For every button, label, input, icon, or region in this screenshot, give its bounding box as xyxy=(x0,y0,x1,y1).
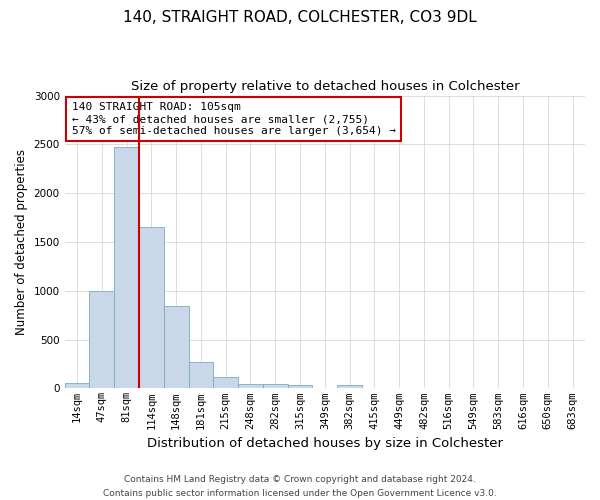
Text: 140, STRAIGHT ROAD, COLCHESTER, CO3 9DL: 140, STRAIGHT ROAD, COLCHESTER, CO3 9DL xyxy=(123,10,477,25)
Bar xyxy=(65,383,89,388)
Title: Size of property relative to detached houses in Colchester: Size of property relative to detached ho… xyxy=(131,80,519,93)
Bar xyxy=(214,376,238,388)
Bar xyxy=(287,385,313,388)
Bar xyxy=(238,384,263,388)
Bar xyxy=(337,386,362,388)
Bar xyxy=(263,384,287,388)
Y-axis label: Number of detached properties: Number of detached properties xyxy=(15,149,28,335)
Text: Contains HM Land Registry data © Crown copyright and database right 2024.
Contai: Contains HM Land Registry data © Crown c… xyxy=(103,476,497,498)
X-axis label: Distribution of detached houses by size in Colchester: Distribution of detached houses by size … xyxy=(147,437,503,450)
Bar xyxy=(188,362,214,388)
Bar xyxy=(139,228,164,388)
Bar xyxy=(164,306,188,388)
Text: 140 STRAIGHT ROAD: 105sqm
← 43% of detached houses are smaller (2,755)
57% of se: 140 STRAIGHT ROAD: 105sqm ← 43% of detac… xyxy=(71,102,395,136)
Bar xyxy=(114,148,139,388)
Bar xyxy=(89,291,114,388)
